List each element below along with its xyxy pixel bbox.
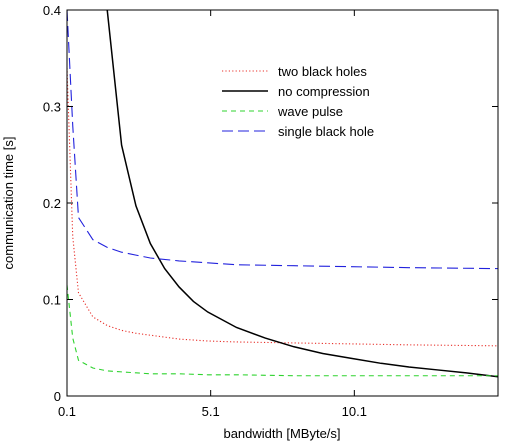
series-line-2	[67, 284, 498, 377]
series-layer	[67, 10, 498, 378]
x-axis-label: bandwidth [MByte/s]	[223, 426, 340, 441]
y-tick-label: 0	[54, 389, 61, 404]
x-tick-label: 10.1	[342, 404, 367, 419]
legend: two black holes no compression wave pulse s…	[222, 64, 374, 139]
legend-label-3: single black hole	[278, 124, 374, 139]
x-tick-label: 0.1	[58, 404, 76, 419]
ticks-layer	[66, 9, 498, 397]
x-tick-label: 5.1	[202, 404, 220, 419]
legend-label-0: two black holes	[278, 64, 367, 79]
y-tick-label: 0.3	[43, 100, 61, 115]
y-axis-label: communication time [s]	[1, 137, 16, 270]
y-tick-label: 0.4	[43, 3, 61, 18]
legend-label-2: wave pulse	[277, 104, 343, 119]
legend-label-1: no compression	[278, 84, 370, 99]
series-line-3	[67, 10, 498, 270]
y-tick-label: 0.1	[43, 293, 61, 308]
series-line-1	[106, 10, 498, 378]
tick-labels-layer: 0.1 5.1 10.100.10.20.30.4	[43, 3, 367, 419]
y-tick-label: 0.2	[43, 196, 61, 211]
series-line-0	[67, 67, 498, 347]
